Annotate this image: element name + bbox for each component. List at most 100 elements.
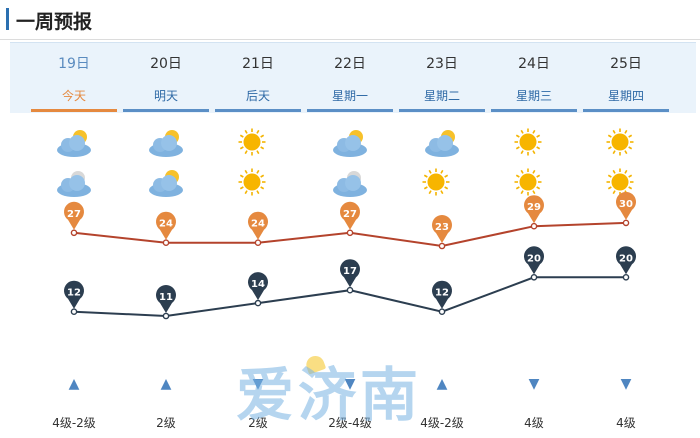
- day-tab-underline: [491, 109, 577, 112]
- low-temperature-dot: [438, 308, 446, 316]
- cloudy-night-icon: [330, 168, 370, 200]
- high-temperature-dot: [70, 229, 78, 237]
- low-temperature-marker: [340, 259, 360, 288]
- high-temperature-marker: [155, 211, 177, 240]
- high-temperature-point: 27: [340, 201, 360, 237]
- partly-cloudy-icon: [330, 128, 370, 160]
- high-temperature-label: 24: [159, 219, 173, 230]
- day-tab-underline: [583, 109, 669, 112]
- low-temperature-label: 20: [527, 253, 541, 264]
- high-temperature-point: 30: [616, 191, 636, 227]
- sun-icon: [606, 168, 646, 200]
- high-temperature-point: 24: [155, 211, 177, 246]
- low-temperature-marker: [247, 272, 268, 301]
- day-date: 24日: [518, 56, 550, 72]
- low-temperature-point: 20: [616, 246, 636, 281]
- day-date: 21日: [242, 56, 274, 72]
- low-temperature-point: 14: [247, 272, 268, 307]
- partly-cloudy-icon: [54, 128, 94, 160]
- low-temperature-label: 14: [251, 279, 265, 290]
- sun-icon: [238, 168, 278, 200]
- day-tab-0[interactable]: 19日 今天: [31, 43, 117, 113]
- wind-direction-icon: ▲: [160, 376, 172, 392]
- low-temperature-label: 12: [67, 288, 81, 299]
- high-temperature-label: 24: [251, 219, 265, 230]
- day-tab-1[interactable]: 20日 明天: [123, 43, 209, 113]
- high-temperature-dot: [346, 229, 354, 237]
- day-weekday: 星期一: [331, 89, 368, 103]
- wind-direction-icon: ▼: [620, 376, 632, 392]
- day-date: 19日: [58, 56, 90, 72]
- day-tab-underline: [123, 109, 209, 112]
- sun-icon: [238, 128, 278, 160]
- day-weekday: 后天: [245, 89, 270, 103]
- high-temperature-point: 27: [64, 201, 84, 237]
- low-temperature-dot: [162, 312, 170, 320]
- cloudy-night-icon: [54, 168, 94, 200]
- day-date: 20日: [150, 56, 182, 72]
- high-temperature-point: 29: [524, 195, 544, 230]
- high-temperature-label: 27: [67, 209, 81, 220]
- section-title: 一周预报: [16, 11, 93, 33]
- low-temperature-marker: [64, 280, 84, 309]
- day-weekday: 星期二: [423, 89, 460, 103]
- wind-direction-icon: ▼: [252, 376, 264, 392]
- high-temperature-marker: [340, 201, 360, 230]
- wind-level: 2级: [248, 416, 268, 430]
- high-temperature-marker: [64, 201, 84, 230]
- low-temperature-marker: [524, 246, 544, 275]
- high-temperature-dot: [622, 219, 630, 227]
- high-temperature-label: 27: [343, 209, 357, 220]
- high-temperature-label: 30: [619, 199, 633, 210]
- day-weekday: 星期三: [515, 89, 552, 103]
- low-temperature-point: 20: [524, 246, 544, 281]
- low-temperature-marker: [155, 285, 177, 313]
- high-temperature-point: 23: [432, 215, 453, 250]
- wind-direction-icon: ▼: [528, 376, 540, 392]
- partly-cloudy-icon: [422, 128, 462, 160]
- low-temperature-label: 20: [619, 253, 633, 264]
- wind-direction-icon: ▲: [68, 376, 80, 392]
- sun-icon: [606, 128, 646, 160]
- date-tabs: 19日 今天 20日 明天 21日 后天 22日 星期一 23日 星期二 24日 星期三 25日 星期四: [10, 42, 696, 113]
- low-temperature-marker: [616, 246, 636, 275]
- wind-direction-icon: ▲: [436, 376, 448, 392]
- wind-level: 4级: [616, 416, 636, 430]
- high-temperature-dot: [254, 239, 262, 246]
- low-temperature-label: 17: [343, 266, 357, 277]
- day-date: 23日: [426, 56, 458, 72]
- high-temperature-dot: [162, 239, 170, 246]
- high-temperature-dot: [530, 222, 538, 230]
- day-tab-underline: [307, 109, 393, 112]
- high-temperature-marker: [616, 191, 636, 220]
- day-tab-underline: [31, 109, 117, 112]
- low-temperature-point: 11: [155, 285, 177, 320]
- wind-level: 4级: [524, 416, 544, 430]
- wind-direction-icon: ▼: [344, 376, 356, 392]
- day-tab-3[interactable]: 22日 星期一: [307, 43, 393, 113]
- day-weekday: 星期四: [607, 89, 644, 103]
- wind-level: 2级: [156, 416, 176, 430]
- low-temperature-point: 12: [64, 280, 84, 316]
- day-tab-6[interactable]: 25日 星期四: [583, 43, 669, 113]
- wind-level: 2级-4级: [328, 416, 372, 430]
- day-tab-4[interactable]: 23日星期二: [399, 43, 485, 113]
- low-temperature-dot: [70, 308, 78, 316]
- day-tab-5[interactable]: 24日星期三: [491, 43, 577, 113]
- high-temperature-dot: [438, 242, 446, 250]
- sun-icon: [514, 168, 554, 200]
- high-temperature-marker: [432, 215, 453, 243]
- high-temperature-marker: [247, 211, 268, 240]
- low-temperature-point: 12: [432, 280, 453, 316]
- low-temperature-label: 12: [435, 288, 449, 299]
- high-temperature-label: 29: [527, 202, 541, 213]
- low-temperature-label: 11: [159, 292, 173, 303]
- high-temperature-point: 24: [247, 211, 268, 246]
- section-header: 一周预报: [0, 0, 700, 40]
- partly-cloudy-icon: [146, 128, 186, 160]
- title-accent-bar: [6, 8, 9, 30]
- watermark-logo: 爱济南: [236, 361, 423, 429]
- day-tab-2[interactable]: 21日后天: [215, 43, 301, 113]
- low-temperature-marker: [432, 280, 453, 309]
